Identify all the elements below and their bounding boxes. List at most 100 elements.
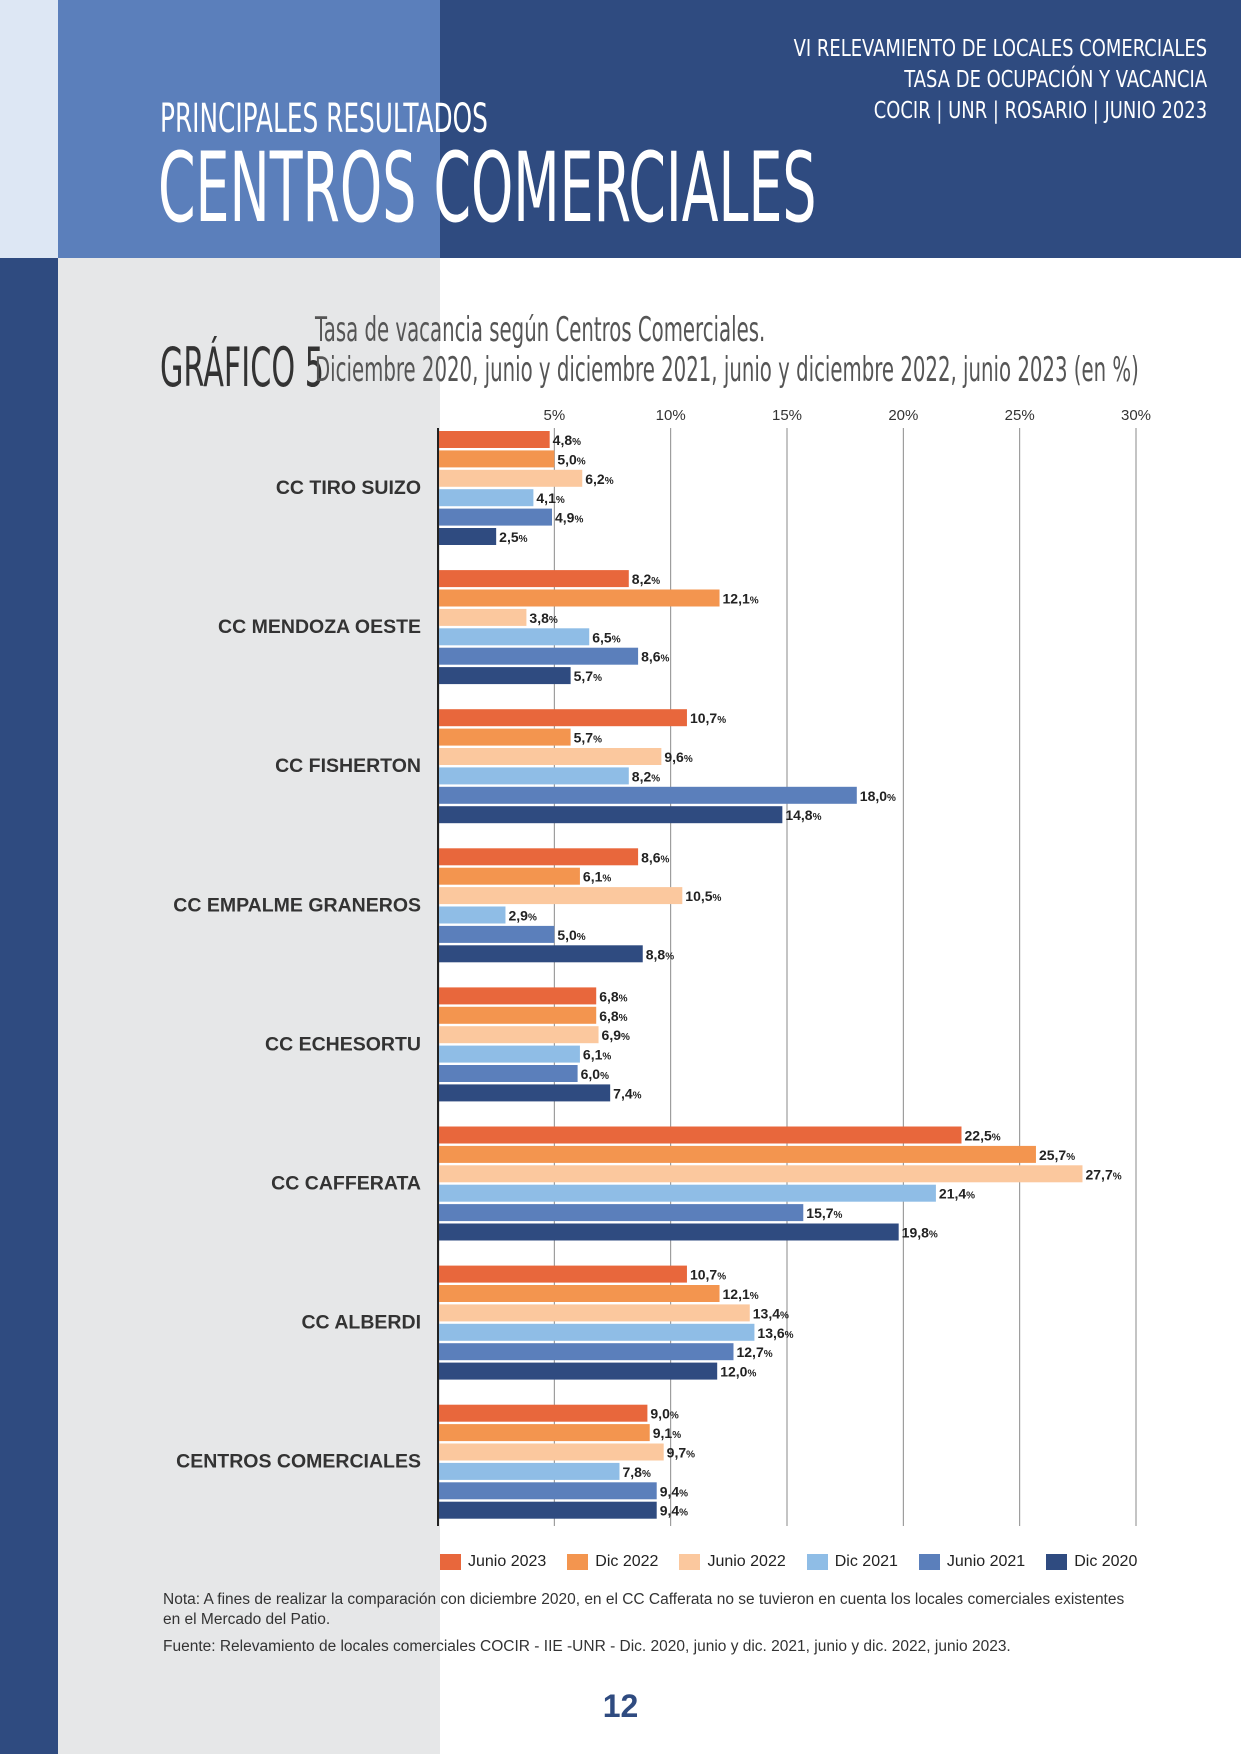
bar xyxy=(438,767,629,785)
section-subtitle: PRINCIPALES RESULTADOS xyxy=(160,96,488,142)
bar xyxy=(438,489,534,507)
bar xyxy=(438,1323,755,1341)
bar xyxy=(438,728,571,746)
left-color-strip xyxy=(0,0,58,1754)
data-label: 8,6% xyxy=(641,649,669,665)
header-dark-block xyxy=(440,0,1241,258)
category-label: CC FISHERTON xyxy=(275,755,421,777)
bar xyxy=(438,1026,599,1044)
data-label: 8,2% xyxy=(632,768,660,784)
bar xyxy=(438,431,550,448)
data-label: 19,8% xyxy=(902,1225,938,1241)
legend-swatch xyxy=(679,1554,701,1570)
data-label: 15,7% xyxy=(806,1205,842,1221)
bar xyxy=(438,945,643,963)
data-label: 7,8% xyxy=(622,1464,650,1480)
bar xyxy=(438,1223,899,1241)
data-label: 22,5% xyxy=(965,1128,1001,1144)
top-left-block xyxy=(0,0,58,258)
bar xyxy=(438,748,662,765)
bar xyxy=(438,925,555,943)
bar xyxy=(438,1184,936,1202)
data-label: 6,2% xyxy=(585,471,613,487)
data-label: 5,7% xyxy=(574,668,602,684)
legend-item: Dic 2021 xyxy=(806,1553,898,1571)
data-label: 27,7% xyxy=(1085,1166,1121,1182)
data-label: 3,8% xyxy=(529,610,557,626)
chart-title-line: Diciembre 2020, junio y diciembre 2021, … xyxy=(315,350,1139,390)
bar xyxy=(438,450,555,468)
data-label: 12,1% xyxy=(723,591,759,607)
bar xyxy=(438,1362,718,1380)
data-label: 7,4% xyxy=(613,1085,641,1101)
category-label: CENTROS COMERCIALES xyxy=(176,1451,421,1473)
data-label: 8,8% xyxy=(646,946,674,962)
x-tick-label: 25% xyxy=(1005,407,1035,424)
report-header-line: VI RELEVAMIENTO DE LOCALES COMERCIALES xyxy=(793,36,1207,62)
legend-label: Junio 2023 xyxy=(468,1553,547,1570)
legend-label: Dic 2020 xyxy=(1074,1553,1138,1570)
header-light-block xyxy=(58,0,440,258)
category-label: CC CAFFERATA xyxy=(271,1173,421,1195)
bar xyxy=(438,887,683,905)
legend-label: Junio 2022 xyxy=(707,1553,786,1570)
data-label: 13,6% xyxy=(757,1325,793,1341)
data-label: 6,0% xyxy=(581,1066,609,1082)
report-header-line: COCIR | UNR | ROSARIO | JUNIO 2023 xyxy=(873,98,1207,124)
chart-note: Nota: A fines de realizar la comparación… xyxy=(163,1591,1125,1628)
data-label: 9,1% xyxy=(653,1425,681,1441)
bar xyxy=(438,1126,962,1144)
bar xyxy=(438,1424,650,1442)
bar xyxy=(438,469,583,487)
bar xyxy=(438,608,527,626)
x-tick-label: 5% xyxy=(543,407,565,424)
legend-swatch xyxy=(806,1554,828,1570)
bar xyxy=(438,1145,1036,1163)
legend-swatch xyxy=(1046,1554,1068,1570)
bar xyxy=(438,1045,580,1063)
data-label: 13,4% xyxy=(753,1305,789,1321)
legend-item: Junio 2021 xyxy=(918,1553,1026,1571)
legend-swatch xyxy=(567,1554,589,1570)
bar xyxy=(438,1006,597,1024)
data-label: 8,2% xyxy=(632,571,660,587)
report-header: VI RELEVAMIENTO DE LOCALES COMERCIALES T… xyxy=(794,34,1207,127)
data-label: 4,9% xyxy=(555,510,583,526)
bar xyxy=(438,667,571,685)
data-label: 2,9% xyxy=(508,908,536,924)
chart-title-line: Tasa de vacancia según Centros Comercial… xyxy=(315,310,766,350)
bar xyxy=(438,528,497,545)
bar xyxy=(438,987,597,1005)
data-label: 5,7% xyxy=(574,730,602,746)
bar xyxy=(438,786,857,804)
bar xyxy=(438,647,639,665)
data-label: 10,7% xyxy=(690,710,726,726)
x-tick-label: 15% xyxy=(772,407,802,424)
page-number: 12 xyxy=(602,1688,639,1724)
data-label: 2,5% xyxy=(499,529,527,545)
bar xyxy=(438,867,580,885)
bar xyxy=(438,589,720,607)
data-label: 25,7% xyxy=(1039,1147,1075,1163)
data-label: 12,7% xyxy=(736,1344,772,1360)
data-label: 5,0% xyxy=(557,451,585,467)
bar xyxy=(438,1204,804,1222)
data-label: 18,0% xyxy=(860,788,896,804)
data-label: 9,7% xyxy=(667,1445,695,1461)
data-label: 6,8% xyxy=(599,1008,627,1024)
chart-title: Tasa de vacancia según Centros Comercial… xyxy=(315,310,1139,390)
legend-label: Junio 2021 xyxy=(946,1553,1026,1570)
data-label: 4,8% xyxy=(553,432,581,448)
data-label: 10,7% xyxy=(690,1267,726,1283)
bar xyxy=(438,1404,648,1422)
bar xyxy=(438,1285,720,1302)
bar xyxy=(438,628,590,646)
data-label: 9,4% xyxy=(660,1483,688,1499)
bar xyxy=(438,848,639,866)
data-label: 5,0% xyxy=(557,927,585,943)
data-label: 21,4% xyxy=(939,1186,975,1202)
bar xyxy=(438,1304,750,1322)
legend-label: Dic 2022 xyxy=(595,1553,659,1570)
bar xyxy=(438,1343,734,1361)
